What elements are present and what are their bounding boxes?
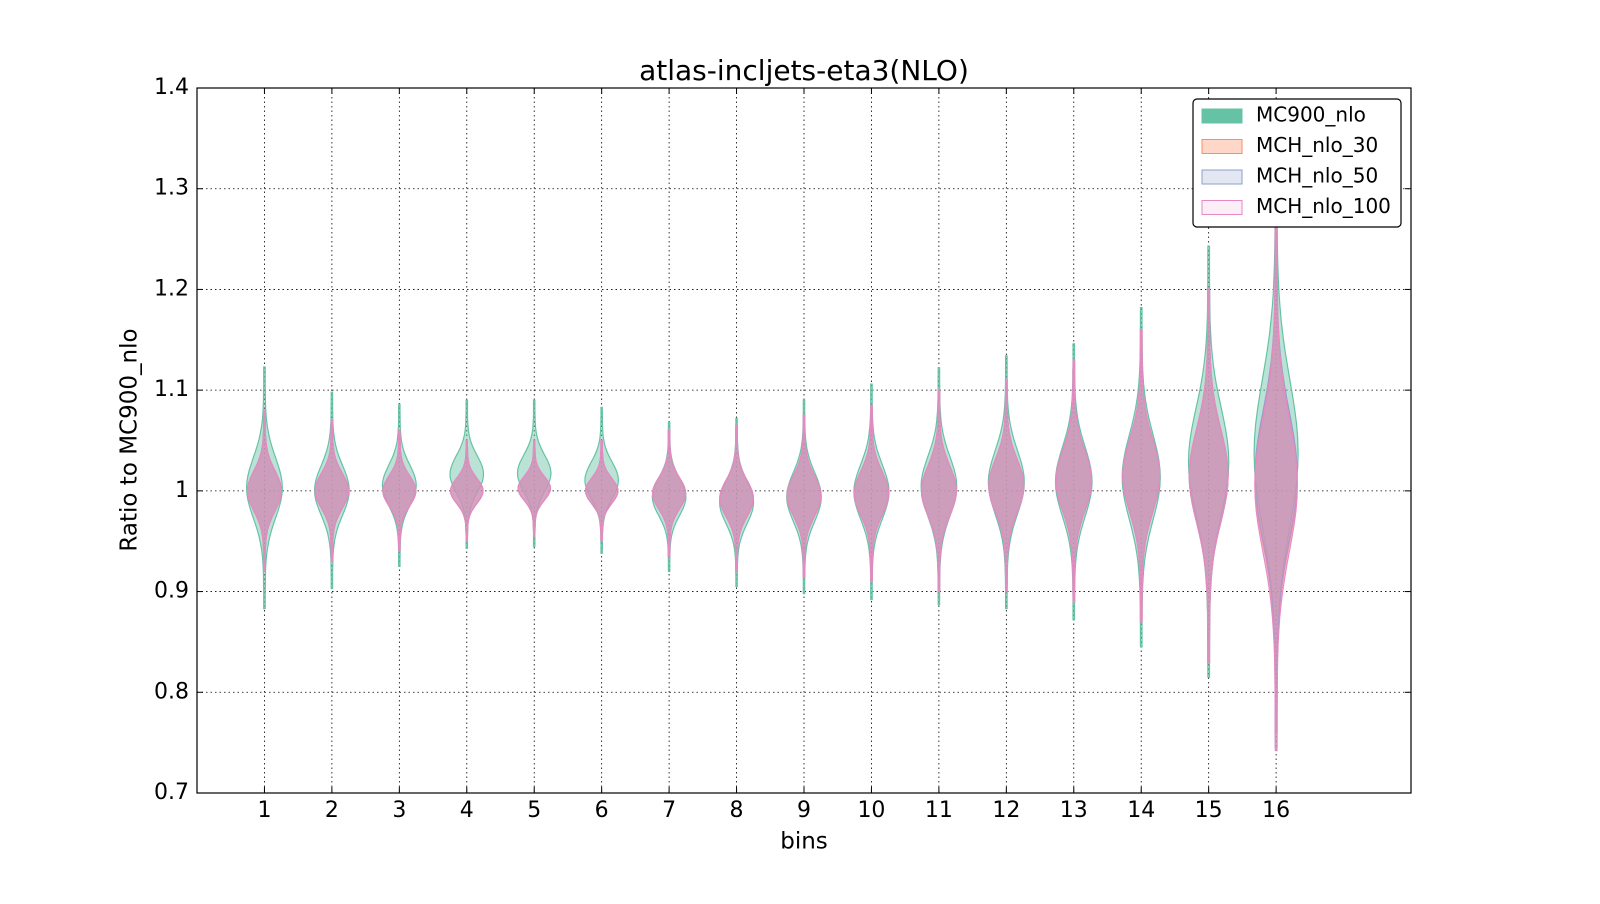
y-tick-label: 1.3	[154, 176, 189, 201]
y-tick-label: 1.4	[154, 75, 189, 100]
legend-label: MC900_nlo	[1256, 103, 1366, 127]
legend-box	[1192, 98, 1402, 228]
x-tick-label: 14	[1127, 798, 1155, 823]
y-axis-label: Ratio to MC900_nlo	[117, 328, 143, 551]
violin	[853, 383, 890, 601]
violin	[786, 414, 822, 578]
legend-label: MCH_nlo_30	[1256, 133, 1378, 157]
violin	[381, 403, 417, 567]
x-tick-label: 2	[325, 798, 339, 823]
violin	[584, 406, 620, 554]
violin	[517, 439, 552, 537]
legend-label: MCH_nlo_50	[1256, 164, 1378, 188]
violin	[651, 429, 687, 557]
x-tick-label: 3	[392, 798, 406, 823]
chart-title: atlas-incljets-eta3(NLO)	[639, 54, 969, 87]
x-tick-label: 6	[595, 798, 609, 823]
legend-label: MCH_nlo_100	[1256, 194, 1391, 218]
y-tick-label: 0.7	[154, 780, 189, 805]
y-tick-label: 1.1	[154, 377, 189, 402]
y-tick-label: 1	[175, 478, 189, 503]
x-tick-label: 11	[925, 798, 953, 823]
violin	[987, 355, 1025, 610]
violin	[246, 409, 283, 572]
violin	[382, 429, 417, 552]
x-tick-label: 16	[1262, 798, 1290, 823]
violin	[449, 439, 484, 542]
x-tick-label: 7	[662, 798, 676, 823]
violin	[449, 399, 485, 549]
x-tick-label: 4	[460, 798, 474, 823]
violin	[718, 417, 755, 588]
x-tick-label: 13	[1060, 798, 1088, 823]
y-tick-label: 0.8	[154, 679, 189, 704]
violin	[920, 389, 957, 593]
violin	[584, 439, 619, 542]
legend-swatch	[1201, 139, 1243, 154]
x-tick-label: 1	[257, 798, 271, 823]
violin	[314, 419, 350, 562]
x-tick-label: 10	[857, 798, 885, 823]
x-tick-label: 8	[730, 798, 744, 823]
legend-swatch	[1201, 169, 1243, 185]
y-tick-label: 1.2	[154, 276, 189, 301]
violin	[1122, 329, 1161, 623]
x-tick-label: 15	[1195, 798, 1223, 823]
violin	[245, 366, 283, 610]
violin	[853, 404, 890, 583]
violin	[1188, 288, 1229, 663]
violin	[719, 424, 754, 572]
violin	[516, 399, 552, 547]
violin	[1054, 343, 1093, 621]
violin	[786, 399, 822, 595]
x-tick-label: 9	[797, 798, 811, 823]
x-tick-label: 12	[992, 798, 1020, 823]
legend-swatch	[1201, 108, 1243, 124]
violin	[988, 379, 1025, 593]
violin	[1121, 307, 1161, 648]
violin	[1055, 359, 1093, 603]
legend-swatch	[1201, 200, 1243, 215]
x-axis-label: bins	[780, 829, 828, 855]
violin	[651, 421, 687, 572]
violin	[313, 391, 350, 590]
plot-frame	[196, 87, 1412, 794]
y-tick-label: 0.9	[154, 579, 189, 604]
x-tick-label: 5	[527, 798, 541, 823]
